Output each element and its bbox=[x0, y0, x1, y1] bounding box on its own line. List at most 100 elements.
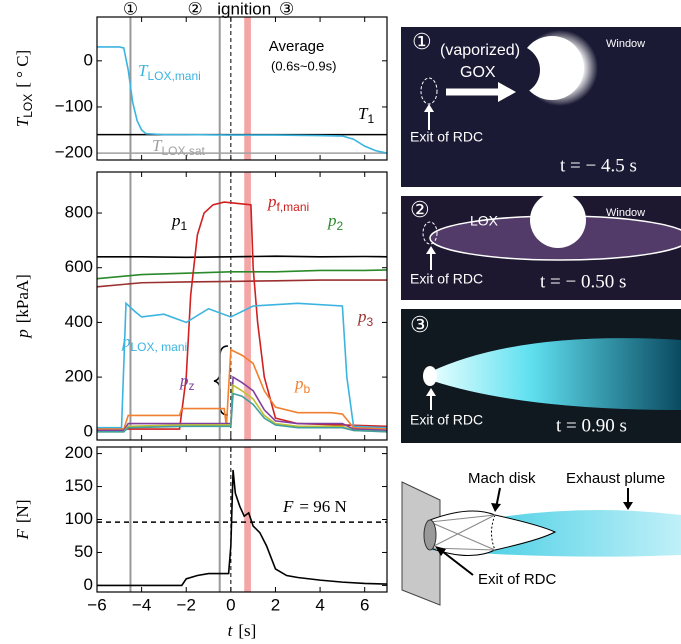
panel-number: ③ bbox=[410, 312, 430, 337]
series-label: TLOX,mani bbox=[138, 61, 201, 83]
average-label: Average bbox=[269, 38, 325, 55]
series-label-sub: b bbox=[304, 382, 311, 396]
panel-text: LOX bbox=[470, 213, 499, 229]
x-tick-label: 4 bbox=[315, 595, 324, 614]
reference-label: TLOX,sat bbox=[152, 136, 205, 158]
x-axis-label: t [s] bbox=[228, 621, 257, 640]
photo-2: ② LOX Window Exit of RDC t = − 0.50 s bbox=[401, 192, 681, 300]
x-tick-label: −6 bbox=[87, 595, 106, 614]
y-tick-label: 400 bbox=[65, 312, 93, 331]
series-line bbox=[97, 301, 387, 429]
series-label-sub: LOX, mani bbox=[131, 340, 188, 354]
y-tick-label: 0 bbox=[84, 575, 93, 594]
x-tick-label: 0 bbox=[226, 595, 235, 614]
series-line bbox=[97, 201, 387, 430]
panel-time: t = − 4.5 s bbox=[560, 155, 637, 176]
x-axis-label-unit: [s] bbox=[238, 621, 256, 640]
y-tick-label: 0 bbox=[84, 50, 93, 69]
y-axis-label: F [N] bbox=[13, 500, 32, 541]
panel-text: Exit of RDC bbox=[410, 271, 483, 287]
series-label-base: T bbox=[138, 61, 149, 80]
brace bbox=[213, 345, 229, 416]
panel-text: Window bbox=[606, 207, 645, 219]
reference-label-unit: = 96 N bbox=[299, 497, 346, 516]
x-tick-label: −4 bbox=[132, 595, 151, 614]
nozzle-diagram: Mach disk Exhaust plume Exit of RDC bbox=[401, 470, 681, 606]
average-band bbox=[244, 17, 251, 160]
photo-1: ① (vaporized) GOX Window Exit of RDC t =… bbox=[401, 27, 681, 187]
panel-text: (vaporized) bbox=[440, 42, 520, 59]
series-line bbox=[97, 469, 387, 587]
plot-frame bbox=[96, 446, 388, 593]
y-tick-label: 600 bbox=[65, 257, 93, 276]
reference-label-base: T bbox=[152, 136, 163, 155]
series-label-base: p bbox=[327, 211, 337, 230]
y-axis-label: TLOX [ ° C] bbox=[13, 50, 35, 127]
y-axis-label: p [kPaA] bbox=[13, 274, 32, 339]
panel-text: Exit of RDC bbox=[410, 412, 483, 428]
photo-3: ③ Exit of RDC t = 0.90 s bbox=[401, 309, 681, 443]
diagram-label: Exit of RDC bbox=[478, 571, 557, 588]
x-tick-label: 6 bbox=[360, 595, 369, 614]
series-label: pf,mani bbox=[267, 192, 309, 214]
series-label-base: p bbox=[357, 307, 367, 326]
series-line bbox=[97, 46, 387, 154]
x-tick-label: −2 bbox=[177, 595, 196, 614]
series-label: pb bbox=[294, 374, 311, 396]
series-label-base: p bbox=[121, 332, 131, 351]
y-axis-label-base: T bbox=[13, 116, 32, 127]
y-tick-label: −100 bbox=[55, 96, 93, 115]
series-label-base: p bbox=[267, 192, 277, 211]
series-line bbox=[97, 255, 387, 259]
plot-frame bbox=[96, 16, 388, 161]
series-line bbox=[97, 392, 387, 433]
reference-label: F = 96 N bbox=[282, 497, 347, 516]
series-label-sub: 3 bbox=[367, 315, 374, 329]
average-band bbox=[244, 447, 251, 592]
y-tick-label: 200 bbox=[65, 367, 93, 386]
panel-time: t = 0.90 s bbox=[556, 415, 627, 436]
y-tick-label: −200 bbox=[55, 143, 93, 162]
series-label: pz bbox=[179, 371, 195, 393]
panel-text: GOX bbox=[460, 64, 496, 81]
series-label-sub: LOX,mani bbox=[147, 69, 200, 83]
series-label: p1 bbox=[171, 211, 188, 233]
panel-text: Exit of RDC bbox=[410, 129, 483, 145]
reference-label-sub: 1 bbox=[367, 112, 374, 126]
x-axis-label-base: t bbox=[228, 621, 234, 640]
average-sublabel: (0.6s~0.9s) bbox=[271, 58, 336, 73]
panel-text: Window bbox=[606, 38, 645, 50]
diagram-label: Mach disk bbox=[468, 470, 536, 487]
y-axis-label-unit: [kPaA] bbox=[13, 274, 32, 323]
average-band bbox=[244, 172, 251, 440]
y-tick-label: 150 bbox=[65, 476, 93, 495]
series-label-sub: z bbox=[189, 379, 195, 393]
series-line bbox=[97, 348, 387, 430]
x-tick-label: 2 bbox=[271, 595, 280, 614]
reference-label-base: T bbox=[358, 104, 369, 123]
series-label: p3 bbox=[357, 307, 374, 329]
reference-label: T1 bbox=[358, 104, 374, 126]
series-line bbox=[97, 383, 387, 433]
y-axis-label-base: p bbox=[13, 329, 32, 339]
y-tick-label: 0 bbox=[84, 421, 93, 440]
series-label-sub: 2 bbox=[337, 219, 344, 233]
panel-time: t = − 0.50 s bbox=[540, 271, 626, 292]
event-label: ① bbox=[123, 0, 138, 18]
reference-label-sub: LOX,sat bbox=[161, 144, 205, 158]
y-tick-label: 50 bbox=[74, 542, 93, 561]
panel-number: ① bbox=[412, 29, 432, 54]
y-axis-label-base: F bbox=[13, 529, 32, 541]
series-label-sub: 1 bbox=[181, 219, 188, 233]
series-label: pLOX, mani bbox=[121, 332, 187, 354]
y-tick-label: 100 bbox=[65, 509, 93, 528]
series-label: p2 bbox=[327, 211, 344, 233]
reference-label-base: F bbox=[282, 497, 294, 516]
y-axis-label-sub: LOX bbox=[21, 94, 35, 118]
plot-frame bbox=[96, 171, 388, 441]
series-label-sub: f,mani bbox=[277, 200, 310, 214]
event-label: ③ bbox=[279, 0, 294, 18]
y-axis-label-unit: [N] bbox=[13, 500, 32, 524]
series-line bbox=[97, 269, 387, 280]
